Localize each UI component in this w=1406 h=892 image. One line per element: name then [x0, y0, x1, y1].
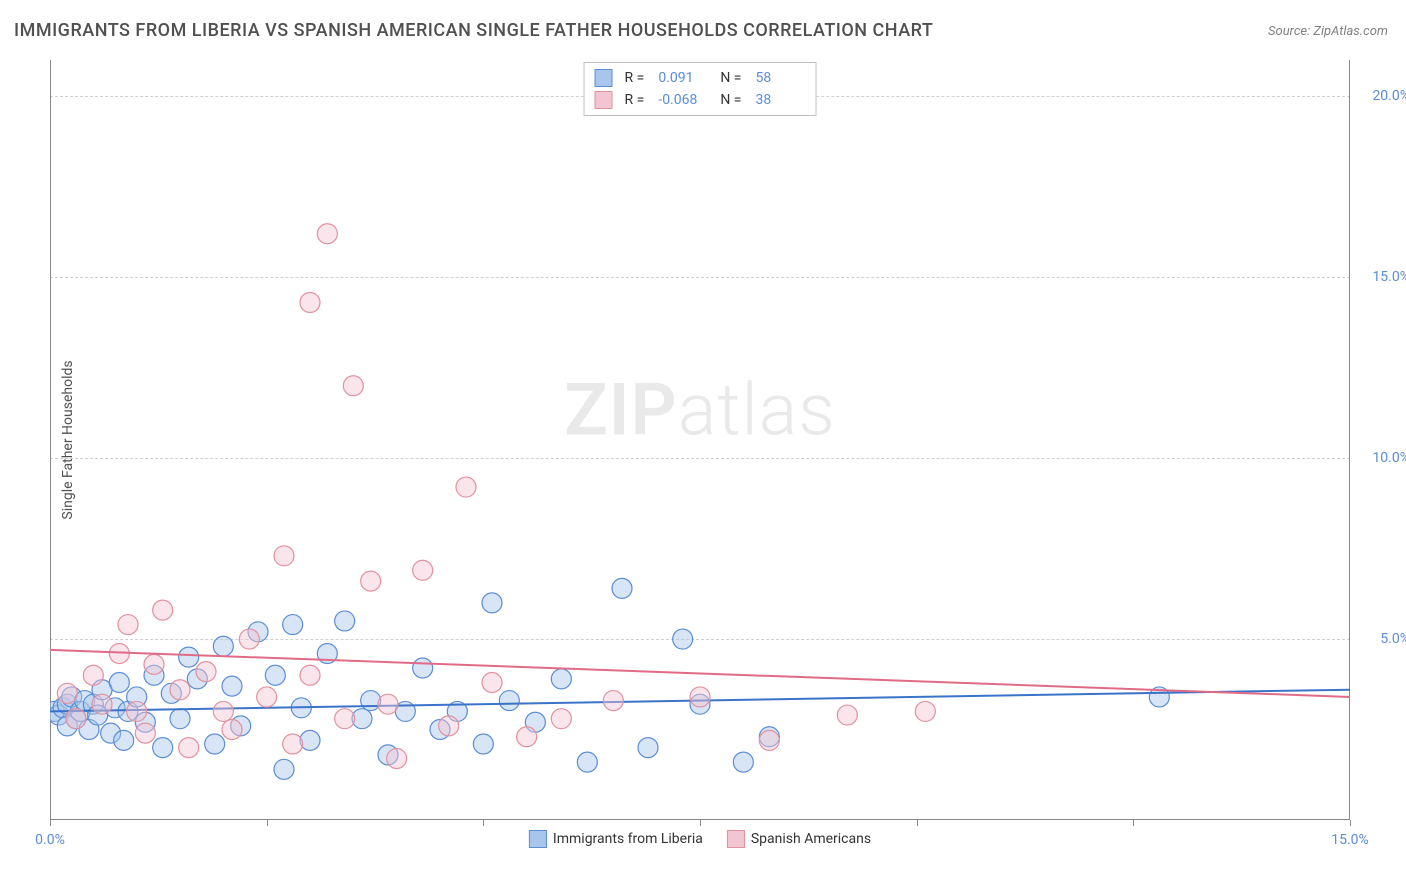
data-point — [57, 683, 77, 703]
data-point — [915, 701, 935, 721]
r-value-1: -0.068 — [658, 92, 708, 108]
data-point — [114, 730, 134, 750]
data-point — [517, 727, 537, 747]
data-point — [335, 611, 355, 631]
data-point — [109, 672, 129, 692]
n-value-0: 58 — [755, 70, 805, 86]
legend-label-1: Spanish Americans — [751, 831, 871, 847]
legend-item-1: Spanish Americans — [727, 830, 871, 848]
data-point — [283, 615, 303, 635]
data-point — [335, 709, 355, 729]
data-point — [551, 669, 571, 689]
data-point — [274, 546, 294, 566]
data-point — [300, 292, 320, 312]
n-value-1: 38 — [755, 92, 805, 108]
data-point — [170, 680, 190, 700]
y-tick-label: 20.0% — [1355, 88, 1406, 104]
n-label: N = — [720, 70, 741, 86]
legend-row-0: R = 0.091 N = 58 — [595, 67, 806, 89]
data-point — [482, 593, 502, 613]
data-point — [144, 654, 164, 674]
x-tick-label: 15.0% — [1331, 832, 1369, 848]
data-point — [153, 600, 173, 620]
data-point — [118, 615, 138, 635]
n-label: N = — [720, 92, 741, 108]
data-point — [413, 658, 433, 678]
legend-series: Immigrants from Liberia Spanish American… — [529, 830, 871, 848]
data-point — [439, 716, 459, 736]
data-point — [135, 723, 155, 743]
swatch-series-1 — [595, 91, 613, 109]
scatter-plot — [50, 60, 1350, 820]
source-label: Source: ZipAtlas.com — [1268, 24, 1388, 39]
data-point — [92, 694, 112, 714]
y-tick-label: 5.0% — [1355, 631, 1406, 647]
data-point — [343, 376, 363, 396]
data-point — [257, 687, 277, 707]
data-point — [170, 709, 190, 729]
data-point — [837, 705, 857, 725]
data-point — [300, 730, 320, 750]
legend-row-1: R = -0.068 N = 38 — [595, 89, 806, 111]
data-point — [733, 752, 753, 772]
data-point — [127, 701, 147, 721]
data-point — [222, 676, 242, 696]
data-point — [673, 629, 693, 649]
data-point — [361, 691, 381, 711]
data-point — [179, 647, 199, 667]
data-point — [66, 709, 86, 729]
r-label: R = — [625, 92, 645, 108]
data-point — [179, 738, 199, 758]
data-point — [603, 691, 623, 711]
data-point — [378, 694, 398, 714]
chart-title: IMMIGRANTS FROM LIBERIA VS SPANISH AMERI… — [14, 20, 933, 41]
legend-label-0: Immigrants from Liberia — [553, 831, 703, 847]
data-point — [361, 571, 381, 591]
data-point — [638, 738, 658, 758]
data-point — [456, 477, 476, 497]
data-point — [239, 629, 259, 649]
x-tick-label: 0.0% — [35, 832, 65, 848]
data-point — [759, 730, 779, 750]
data-point — [300, 665, 320, 685]
data-point — [205, 734, 225, 754]
data-point — [612, 578, 632, 598]
chart-area: Single Father Households ZIPatlas R = 0.… — [50, 60, 1350, 820]
data-point — [153, 738, 173, 758]
data-point — [551, 709, 571, 729]
r-value-0: 0.091 — [658, 70, 708, 86]
data-point — [83, 665, 103, 685]
legend-correlation: R = 0.091 N = 58 R = -0.068 N = 38 — [584, 62, 817, 116]
data-point — [213, 636, 233, 656]
data-point — [499, 691, 519, 711]
y-tick-label: 15.0% — [1355, 269, 1406, 285]
swatch-series-0-b — [529, 830, 547, 848]
legend-item-0: Immigrants from Liberia — [529, 830, 703, 848]
data-point — [317, 224, 337, 244]
data-point — [283, 734, 303, 754]
r-label: R = — [625, 70, 645, 86]
data-point — [482, 672, 502, 692]
data-point — [222, 720, 242, 740]
data-point — [213, 701, 233, 721]
data-point — [387, 748, 407, 768]
data-point — [274, 759, 294, 779]
data-point — [196, 662, 216, 682]
data-point — [473, 734, 493, 754]
data-point — [690, 687, 710, 707]
data-point — [413, 560, 433, 580]
swatch-series-0 — [595, 69, 613, 87]
data-point — [265, 665, 285, 685]
data-point — [577, 752, 597, 772]
swatch-series-1-b — [727, 830, 745, 848]
y-tick-label: 10.0% — [1355, 450, 1406, 466]
